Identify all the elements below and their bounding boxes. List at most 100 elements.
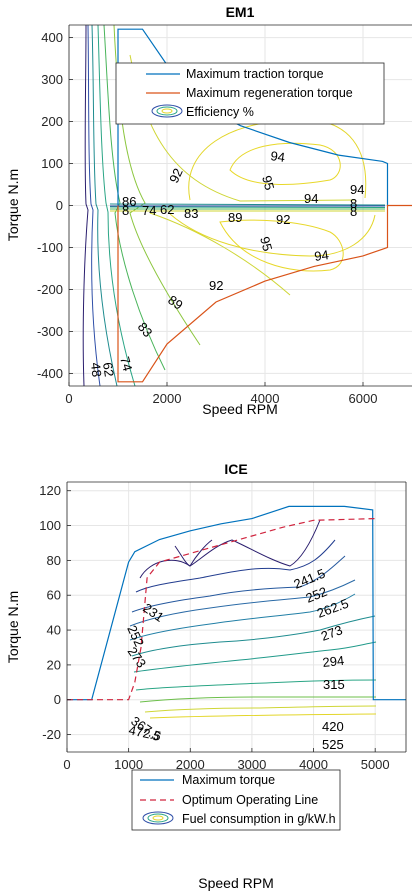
legend-swatch <box>152 815 164 821</box>
series-line <box>117 204 412 383</box>
legend-label: Maximum traction torque <box>186 67 324 81</box>
contour-label: 89 <box>165 292 185 313</box>
x-tick-label: 1000 <box>114 757 143 772</box>
x-tick-label: 3000 <box>237 757 266 772</box>
legend: Maximum traction torque Maximum regenera… <box>115 62 385 125</box>
x-tick-label: 0 <box>63 757 70 772</box>
chart-ice: ICE 231 241.5 252 262.5 273 294 315 <box>5 461 407 891</box>
x-tick-label: 6000 <box>349 391 378 406</box>
y-tick-label: -100 <box>37 240 63 255</box>
contour-label: 48 <box>88 362 104 378</box>
y-tick-label: 120 <box>39 483 61 498</box>
legend-label: Maximum torque <box>182 773 275 787</box>
y-axis-label: Torque N.m <box>5 591 21 663</box>
legend-label: Efficiency % <box>186 105 254 119</box>
x-tick-label: 2000 <box>176 757 205 772</box>
legend-swatch <box>147 813 169 823</box>
contour-line <box>149 713 377 719</box>
series-line <box>67 518 376 701</box>
contour-label: 95 <box>257 235 275 253</box>
y-axis-label: Torque N.m <box>5 169 21 241</box>
y-tick-label: 0 <box>54 692 61 707</box>
contour-line <box>229 142 341 185</box>
series-line <box>117 28 389 206</box>
contour-line <box>169 213 376 257</box>
series-line <box>67 505 406 701</box>
y-tick-label: 40 <box>47 623 61 638</box>
contour-line <box>97 25 136 386</box>
contour-label: 8 <box>350 196 357 211</box>
y-tick-label: 400 <box>41 30 63 45</box>
contour-label: 86 <box>122 194 136 209</box>
contour-line <box>91 25 118 386</box>
x-axis-label: Speed RPM <box>198 875 273 891</box>
legend: Maximum torque Optimum Operating Line Fu… <box>131 769 341 831</box>
contour-label: 8 <box>122 203 129 218</box>
contour-line <box>144 705 377 713</box>
legend-swatch <box>156 106 178 116</box>
y-tick-label: -300 <box>37 324 63 339</box>
legend-label: Maximum regeneration torque <box>186 86 353 100</box>
chart-title: EM1 <box>226 4 255 20</box>
contour-line <box>133 641 377 673</box>
x-tick-label: 4000 <box>299 757 328 772</box>
contour-band <box>109 206 386 208</box>
x-tick-label: 5000 <box>361 757 390 772</box>
contour-label: 472.5 <box>127 722 162 743</box>
contour-label: 420 <box>322 719 344 734</box>
series-layer <box>117 28 412 383</box>
contour-line <box>103 25 166 371</box>
legend-swatch <box>151 104 183 118</box>
contour-label: 95 <box>259 174 277 192</box>
contour-label: 94 <box>304 191 318 206</box>
y-tick-label: 300 <box>41 72 63 87</box>
contour-line <box>174 539 213 567</box>
fuel-contours <box>129 519 377 719</box>
contour-label: 89 <box>228 210 242 225</box>
y-tick-label: 200 <box>41 114 63 129</box>
contour-label: 294 <box>322 653 345 670</box>
axes-background <box>67 482 406 752</box>
y-tick-label: -400 <box>37 366 63 381</box>
contour-label: 92 <box>166 166 186 185</box>
contour-label: 8 <box>350 204 357 219</box>
legend-swatch <box>161 108 173 114</box>
series-layer <box>67 505 406 701</box>
x-tick-label: 0 <box>65 391 72 406</box>
y-tick-label: 100 <box>39 518 61 533</box>
contour-label: 92 <box>209 278 223 293</box>
legend-label: Optimum Operating Line <box>182 793 318 807</box>
contour-label: 94 <box>313 247 329 264</box>
y-tick-label: 80 <box>47 553 61 568</box>
contour-line <box>139 696 376 703</box>
contour-label: 273 <box>319 622 345 644</box>
contour-label: 62 <box>160 202 174 217</box>
contour-line <box>139 519 321 579</box>
contour-line <box>82 25 89 386</box>
y-tick-label: 0 <box>56 198 63 213</box>
grid <box>66 482 406 752</box>
contour-label: 83 <box>184 206 198 221</box>
legend-label: Fuel consumption in g/kW.h <box>182 812 336 826</box>
y-tick-label: 60 <box>47 588 61 603</box>
contour-label: 62 <box>100 361 117 377</box>
y-tick-label: -20 <box>42 727 61 742</box>
contour-line <box>219 219 344 272</box>
contour-label: 92 <box>276 212 290 227</box>
contour-label: 315 <box>323 677 345 692</box>
legend-swatch <box>142 811 174 825</box>
chart-em1: EM1 94 95 92 <box>5 4 412 417</box>
contour-line <box>131 555 346 613</box>
contour-labels: 94 95 92 94 86 8 74 62 83 89 92 94 8 8 9… <box>88 148 364 378</box>
contour-line <box>129 579 356 627</box>
contour-band <box>109 203 386 206</box>
x-tick-label: 4000 <box>251 391 280 406</box>
contour-line <box>131 615 376 657</box>
contour-label: 74 <box>117 355 135 373</box>
contour-line <box>129 593 356 641</box>
y-tick-label: 20 <box>47 657 61 672</box>
y-tick-label: 100 <box>41 156 63 171</box>
y-tick-label: -200 <box>37 282 63 297</box>
